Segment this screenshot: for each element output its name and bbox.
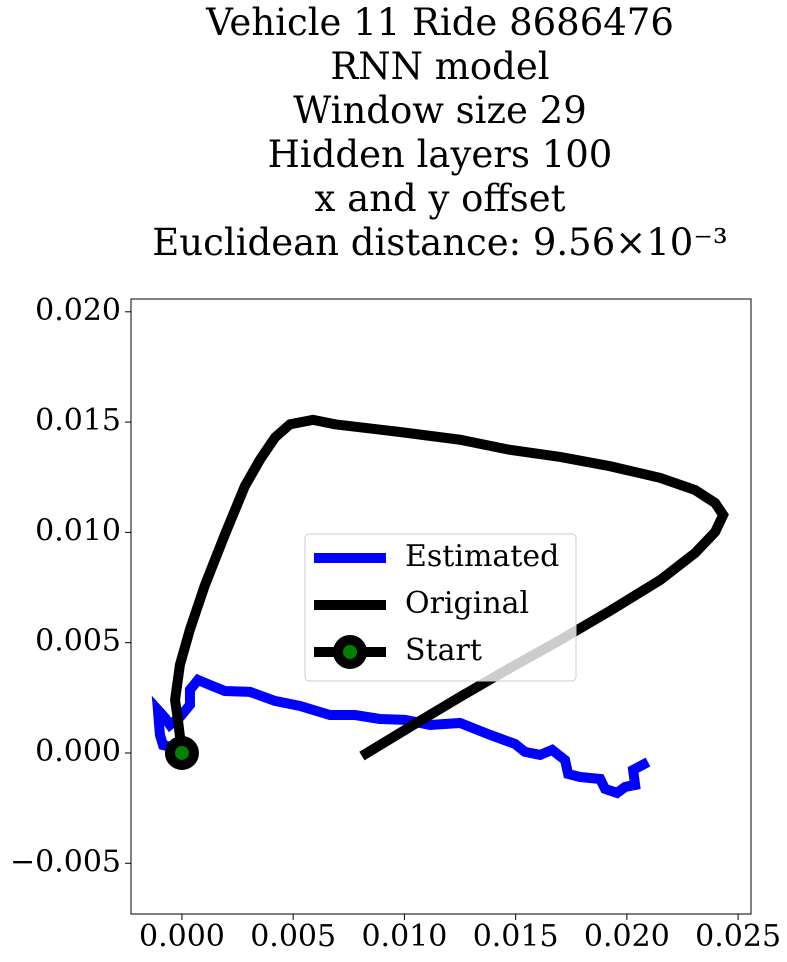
chart-title: Euclidean distance: 9.56×10⁻³ bbox=[152, 221, 727, 264]
x-tick-label: 0.010 bbox=[361, 919, 447, 954]
x-tick-label: 0.000 bbox=[139, 919, 225, 954]
chart-title: Window size 29 bbox=[293, 89, 587, 132]
legend-label: Start bbox=[405, 633, 482, 668]
x-tick-label: 0.020 bbox=[584, 919, 670, 954]
chart-title: RNN model bbox=[330, 45, 549, 88]
x-tick-label: 0.005 bbox=[250, 919, 336, 954]
legend-box bbox=[304, 533, 577, 682]
y-tick-label: 0.000 bbox=[35, 734, 121, 769]
legend-label: Estimated bbox=[405, 539, 559, 574]
plot-area bbox=[130, 298, 752, 915]
chart-title: Vehicle 11 Ride 8686476 bbox=[205, 1, 674, 44]
line bbox=[151, 673, 651, 799]
y-tick-label: 0.010 bbox=[35, 513, 121, 548]
y-tick-label: 0.020 bbox=[35, 293, 121, 328]
line bbox=[169, 414, 729, 761]
legend-marker bbox=[333, 635, 367, 669]
chart-title: x and y offset bbox=[315, 177, 566, 220]
y-tick-label: −0.005 bbox=[10, 844, 121, 879]
y-tick-label: 0.015 bbox=[35, 403, 121, 438]
legend-label: Original bbox=[405, 586, 529, 621]
plot-lines bbox=[151, 414, 729, 799]
x-tick-label: 0.015 bbox=[473, 919, 559, 954]
chart-title: Hidden layers 100 bbox=[268, 133, 613, 176]
x-tick-label: 0.025 bbox=[695, 919, 781, 954]
y-tick-label: 0.005 bbox=[35, 624, 121, 659]
start-marker bbox=[164, 735, 199, 770]
